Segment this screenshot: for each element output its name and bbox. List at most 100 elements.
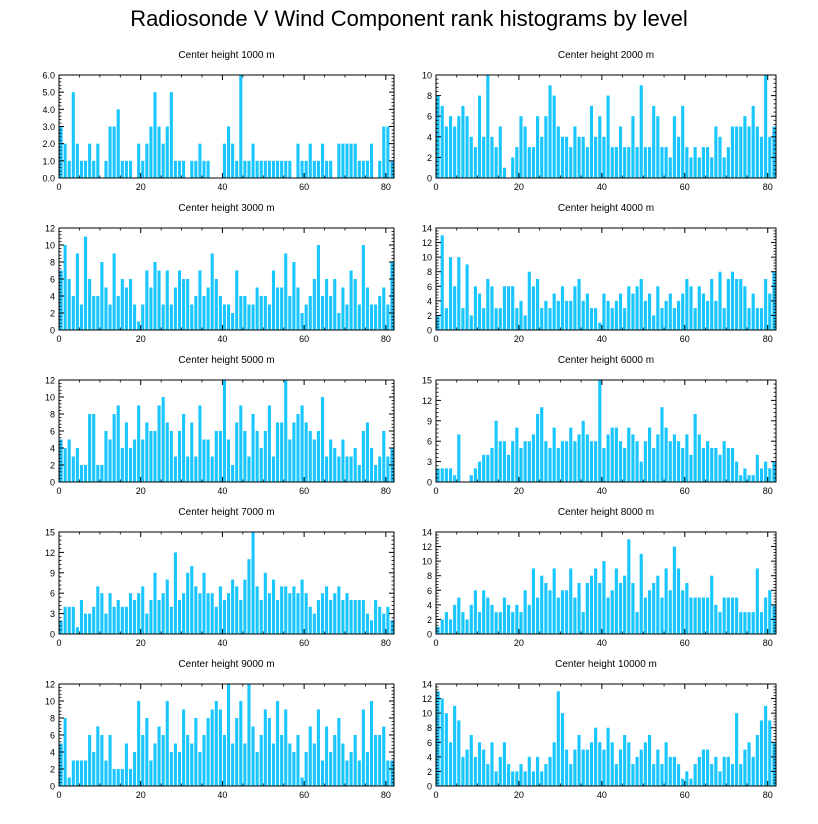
bar	[84, 160, 88, 178]
bar	[386, 304, 390, 330]
bar	[361, 431, 365, 482]
bar	[714, 126, 718, 178]
bar	[206, 718, 210, 786]
bar	[681, 105, 685, 178]
x-tick-label: 60	[680, 334, 690, 344]
bar	[210, 593, 214, 634]
bar	[284, 253, 288, 330]
bar	[519, 612, 523, 634]
bar	[218, 296, 222, 330]
y-tick-label: 2	[50, 461, 55, 471]
bar	[706, 147, 710, 178]
bar	[288, 439, 292, 482]
bar	[153, 262, 157, 330]
bar	[515, 604, 519, 634]
bar	[365, 613, 369, 634]
bar	[519, 764, 523, 786]
panel-8: Center height 8000 m 0 2 4 6 8 10 12 14 0 20 40 60 80	[422, 507, 777, 648]
bar	[153, 92, 157, 178]
bar	[280, 160, 284, 178]
bar	[710, 157, 714, 178]
bar	[739, 612, 743, 634]
bar	[743, 468, 747, 482]
x-tick-label: 0	[56, 182, 61, 192]
bar	[656, 286, 660, 330]
bar	[124, 606, 128, 634]
bar	[349, 456, 353, 482]
bar	[714, 448, 718, 482]
bar	[316, 600, 320, 634]
bar	[519, 300, 523, 330]
bar	[141, 439, 145, 482]
bar	[685, 147, 689, 178]
bar	[656, 116, 660, 178]
bar	[722, 441, 726, 482]
bar	[506, 286, 511, 330]
bar	[133, 439, 137, 482]
bar	[316, 709, 320, 786]
bar	[693, 764, 697, 786]
bar	[369, 620, 374, 634]
bar	[104, 613, 108, 634]
bar	[133, 304, 137, 330]
y-tick-label: 6	[50, 731, 55, 741]
bar	[210, 456, 214, 482]
y-tick-label: 14	[422, 224, 432, 234]
bar	[614, 300, 618, 330]
x-tick-label: 0	[433, 638, 438, 648]
bar	[448, 742, 453, 786]
bar	[288, 743, 292, 786]
y-tick-label: 10	[422, 253, 432, 263]
bar	[465, 116, 469, 178]
bar	[664, 742, 668, 786]
bar	[349, 270, 353, 330]
bar	[453, 705, 457, 786]
bar	[536, 116, 540, 178]
bar	[365, 160, 369, 178]
bar	[772, 461, 776, 482]
bar	[84, 613, 88, 634]
y-tick-label: 0	[427, 782, 432, 792]
bar	[198, 752, 202, 786]
bar	[145, 143, 149, 178]
bar	[523, 126, 527, 178]
bar	[353, 143, 357, 178]
bar	[639, 279, 643, 330]
bar	[726, 597, 730, 634]
bar	[436, 626, 440, 634]
bar	[453, 604, 457, 634]
bar	[519, 116, 523, 178]
bar	[477, 742, 482, 786]
y-tick-label: 9	[427, 416, 432, 426]
bar	[157, 600, 161, 634]
bar	[685, 279, 689, 330]
bar	[75, 253, 79, 330]
bar	[676, 568, 681, 634]
bar	[79, 600, 84, 634]
bar	[75, 448, 79, 482]
bar	[618, 441, 623, 482]
bar	[365, 287, 369, 330]
y-tick-label: 12	[45, 224, 55, 234]
bar	[141, 586, 145, 634]
bar	[341, 439, 345, 482]
bar	[124, 743, 128, 786]
bar	[681, 590, 685, 634]
bar	[477, 95, 482, 178]
bar	[759, 720, 764, 786]
bar	[506, 604, 511, 634]
bar	[63, 606, 67, 634]
bar	[490, 136, 494, 178]
y-tick-label: 9	[50, 568, 55, 578]
bar	[556, 126, 560, 178]
bar	[206, 160, 210, 178]
bar	[316, 431, 320, 482]
bar	[697, 597, 701, 634]
bar	[706, 441, 710, 482]
bar	[631, 764, 635, 786]
bar	[145, 613, 149, 634]
y-tick-label: 3	[427, 457, 432, 467]
bar	[527, 441, 531, 482]
bar	[515, 427, 519, 482]
bar	[706, 749, 710, 786]
